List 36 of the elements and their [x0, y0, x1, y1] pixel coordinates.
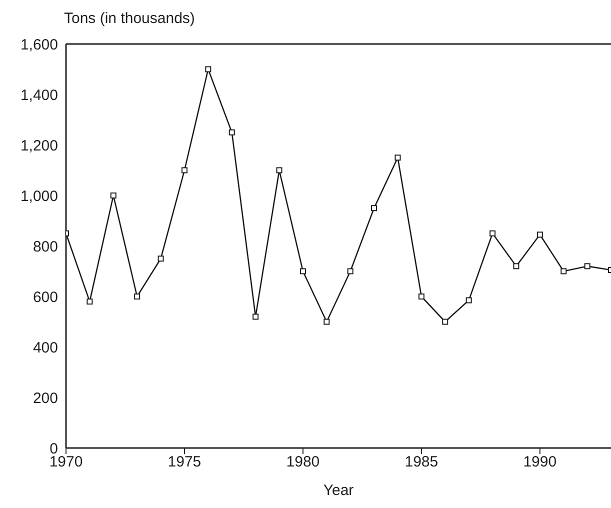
y-tick-label: 800 — [32, 238, 58, 256]
point — [418, 294, 424, 300]
point — [86, 298, 93, 305]
y-axis-title: Tons (in thousands) — [64, 10, 195, 27]
y-tick-label: 1,000 — [20, 188, 58, 205]
point — [110, 192, 116, 198]
point — [560, 268, 567, 274]
point — [205, 66, 212, 72]
x-tick-label: 1975 — [168, 454, 202, 471]
y-tick-label: 1,200 — [20, 137, 58, 154]
point — [442, 318, 448, 325]
point — [324, 318, 330, 325]
point — [276, 167, 282, 174]
x-tick-label: 1990 — [523, 454, 557, 471]
point — [466, 297, 472, 304]
point — [347, 268, 354, 274]
point — [536, 232, 543, 238]
point — [252, 314, 259, 320]
point — [490, 230, 496, 236]
y-tick-label: 1,600 — [20, 36, 58, 54]
point — [158, 256, 164, 262]
y-tick-label: 200 — [32, 390, 58, 407]
y-tick-label: 1,400 — [20, 86, 58, 104]
x-tick-label: 1980 — [286, 454, 320, 471]
x-tick-label: 1985 — [404, 454, 438, 471]
x-axis-title: Year — [322, 482, 355, 499]
point — [134, 294, 140, 300]
point — [371, 205, 378, 212]
point — [584, 263, 590, 270]
point — [181, 167, 188, 174]
y-tick-label: 400 — [32, 339, 58, 356]
point — [300, 268, 306, 274]
point — [228, 129, 235, 136]
point — [394, 154, 401, 161]
y-tick-label: 600 — [32, 288, 58, 306]
point — [513, 263, 520, 270]
